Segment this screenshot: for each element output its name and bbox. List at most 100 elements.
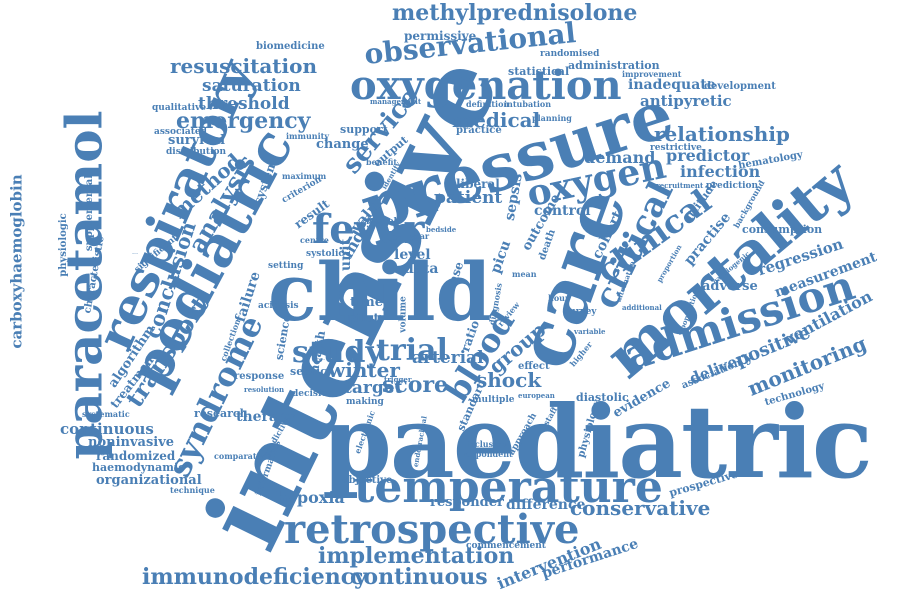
word-winter: winter — [328, 358, 400, 382]
word-pilot: pilot — [348, 311, 380, 325]
word-medical: medical — [452, 108, 541, 132]
word-predictor: predictor — [666, 146, 750, 165]
word-threshold: threshold — [198, 94, 290, 114]
word-management: management — [370, 97, 422, 106]
word-responder: responder — [430, 495, 504, 510]
word-comparative: comparative — [214, 451, 270, 461]
word-decision: decision — [292, 389, 334, 399]
word-acidosis: acidosis — [258, 301, 299, 311]
word-model: model — [366, 217, 397, 227]
word-distribution: distribution — [166, 147, 227, 157]
word-time: time — [350, 295, 383, 310]
word-permissive: permissive — [404, 29, 477, 43]
word-methylprednisolone: methylprednisolone — [392, 0, 638, 26]
word-european: european — [518, 391, 555, 400]
word-implementation: implementation — [318, 543, 515, 569]
word-year: year — [410, 231, 430, 241]
word-consumption: consumption — [742, 223, 823, 236]
word-additional: additional — [622, 303, 662, 312]
word-development: development — [704, 81, 776, 92]
word-resolution: resolution — [244, 385, 285, 394]
word-septic: septic — [290, 365, 327, 378]
word-commencement: commencement — [466, 541, 546, 551]
word-volume: volume — [398, 296, 409, 333]
word-research: research — [194, 407, 248, 420]
word-planning: planning — [532, 113, 572, 123]
word-continuous-left: continuous — [60, 420, 154, 438]
word-benefit: benefit — [366, 157, 398, 167]
word-noninvasive: noninvasive — [88, 435, 175, 450]
word-recruitment: recruitment — [656, 181, 704, 190]
word-liberal: liberal — [456, 177, 500, 191]
word-infection: infection — [680, 162, 761, 181]
word-objective: objective — [342, 475, 393, 486]
word-setting: setting — [268, 261, 304, 271]
word-inadequate: inadequate — [628, 77, 716, 93]
word-associated: associated — [154, 127, 207, 137]
word-resuscitation: resuscitation — [170, 54, 318, 78]
word-physiologic: physiologic — [57, 213, 69, 277]
word-biomedicine: biomedicine — [256, 41, 325, 52]
word-conservative: conservative — [570, 496, 711, 520]
word-response: response — [234, 371, 285, 382]
word-difference: difference — [506, 497, 586, 513]
word-respondent: respondent — [462, 449, 513, 459]
word-survival: survival — [168, 133, 226, 148]
word-carboxyhaemoglobin: carboxyhaemoglobin — [7, 174, 26, 349]
word-variable: variable — [574, 327, 606, 336]
word-recruitment-2: recruitment — [660, 188, 667, 189]
word-statistical: statistical — [508, 65, 570, 78]
word-temperature: temperature — [354, 462, 663, 513]
word-paracetamol: paracetamol — [54, 110, 114, 460]
word-score: score — [382, 372, 449, 398]
word-prediction: prediction — [706, 181, 759, 191]
word-immunodeficiency: immunodeficiency — [142, 564, 367, 590]
word-intubation: intubation — [504, 99, 552, 109]
word-study: study — [292, 335, 383, 370]
word-organizational: organizational — [96, 473, 202, 488]
word-saturation: saturation — [202, 76, 301, 96]
word-continuous-bottom: continuous — [350, 564, 488, 590]
word-survey: survey — [564, 307, 597, 317]
word-target: target — [344, 378, 403, 398]
word-level: level — [394, 247, 431, 263]
word-adverse: adverse — [702, 279, 758, 294]
word-haemodynamic: haemodynamic — [92, 461, 185, 474]
word-diastolic: diastolic — [576, 391, 629, 404]
word-systematic: systematic — [82, 409, 130, 419]
word-paediatric: paediatric — [322, 383, 873, 501]
word-emergency: emergency — [176, 108, 311, 134]
word-fever: fever — [312, 206, 425, 253]
word-centre: centre — [300, 235, 329, 245]
word-mean: mean — [512, 269, 537, 279]
word-control: control — [534, 203, 591, 219]
word-change: change — [316, 137, 369, 152]
word-technique: technique — [170, 485, 215, 495]
word-retrospective: retrospective — [284, 506, 580, 553]
word-shock: shock — [476, 368, 542, 392]
word-hypoxia: hypoxia — [276, 488, 345, 507]
word-picu: picu — [487, 238, 515, 276]
word-randomised: randomised — [540, 49, 600, 59]
word-significant-2: significant — [132, 254, 138, 255]
word-child: child — [268, 245, 492, 339]
word-administration: administration — [568, 59, 660, 72]
word-therapy: therapy — [236, 409, 296, 425]
word-trial: trial — [376, 333, 448, 368]
word-patient: patient — [434, 188, 503, 208]
word-randomized: randomized — [96, 449, 176, 463]
word-systolic: systolic — [306, 249, 344, 259]
word-bedside: bedside — [426, 225, 457, 234]
word-antipyretic: antipyretic — [640, 92, 732, 110]
word-relationship: relationship — [654, 122, 790, 146]
word-trigger: trigger — [384, 375, 412, 384]
word-immunity: immunity — [286, 131, 329, 141]
word-hour: hour — [548, 293, 570, 303]
word-inclusion: inclusion — [466, 439, 508, 449]
word-demand: demand — [584, 148, 656, 167]
word-restrictive: restrictive — [650, 143, 702, 153]
word-practice: practice — [456, 125, 502, 136]
word-qualitative: qualitative — [152, 103, 207, 113]
word-support: support — [340, 123, 388, 136]
